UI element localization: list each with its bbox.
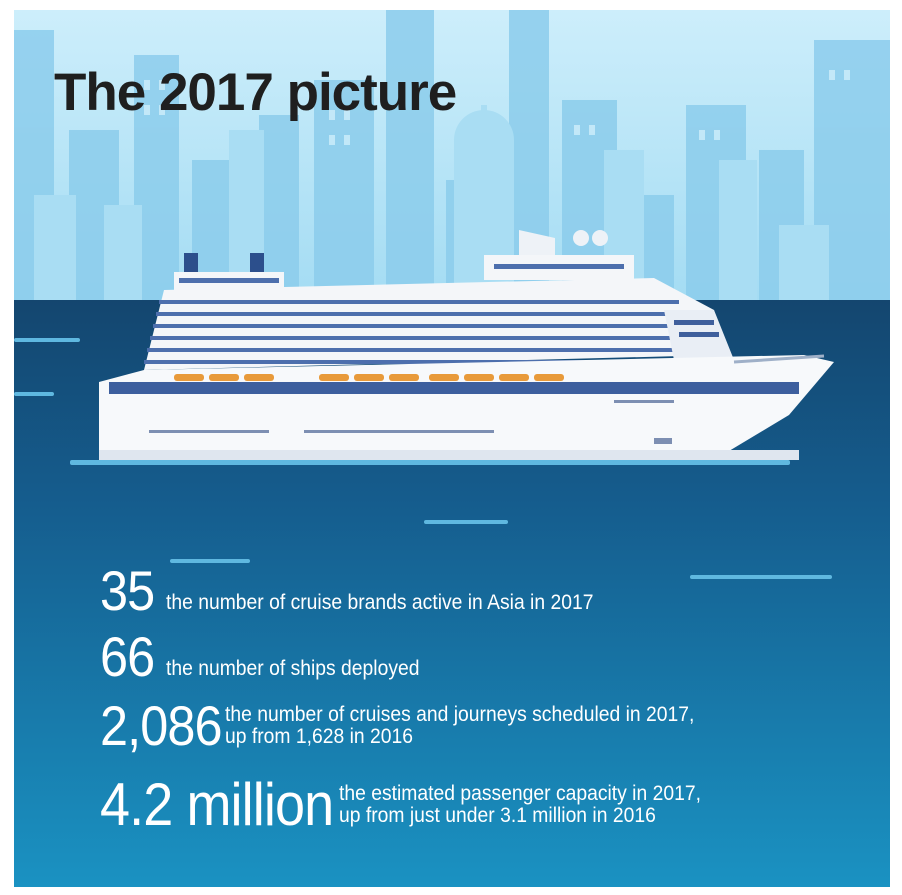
stat-description: the number of ships deployed	[166, 656, 420, 680]
stat-value: 2,086	[100, 694, 223, 757]
stat-description-line: the number of cruises and journeys sched…	[225, 702, 695, 726]
stat-value: 66	[100, 625, 155, 688]
stat-value: 4.2 million	[100, 771, 334, 838]
cruise-ship-scene	[14, 10, 890, 887]
stat-ships-deployed: 66 the number of ships deployed	[100, 629, 442, 685]
stat-description: the number of cruises and journeys sched…	[225, 702, 695, 748]
stat-description-line: the number of cruise brands active in As…	[166, 590, 594, 614]
stat-value: 35	[100, 559, 155, 622]
city-skyline-light	[34, 105, 829, 300]
wave-marks	[14, 338, 832, 579]
stat-description-line: the estimated passenger capacity in 2017…	[339, 781, 702, 805]
stat-description: the number of cruise brands active in As…	[166, 590, 594, 614]
stat-description-line: up from 1,628 in 2016	[225, 725, 414, 748]
stat-passenger-capacity: 4.2 million the estimated passenger capa…	[100, 775, 733, 835]
stat-description: the estimated passenger capacity in 2017…	[339, 781, 702, 827]
cruise-ship-icon	[99, 230, 834, 460]
page-title: The 2017 picture	[54, 63, 457, 122]
infographic-poster: The 2017 picture 35 the number of cruise…	[14, 10, 890, 887]
stat-description-line: up from just under 3.1 million in 2016	[339, 804, 656, 827]
stat-cruise-brands: 35 the number of cruise brands active in…	[100, 563, 631, 619]
stat-description-line: the number of ships deployed	[166, 656, 420, 680]
building-windows	[144, 70, 850, 145]
stat-cruises-scheduled: 2,086 the number of cruises and journeys…	[100, 698, 735, 754]
